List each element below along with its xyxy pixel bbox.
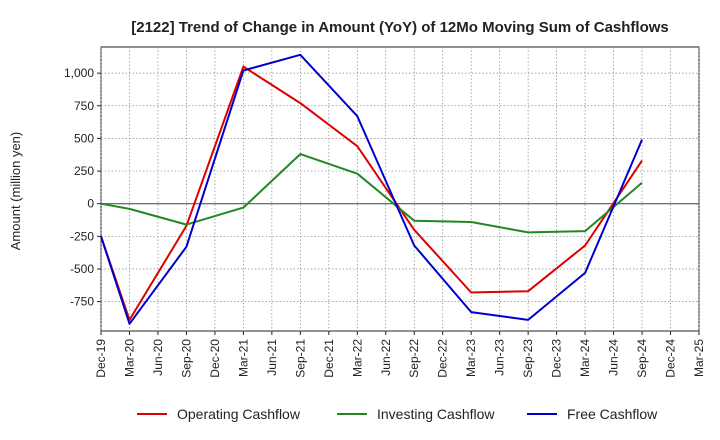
y-tick-label: 500 — [74, 131, 94, 145]
x-tick-label: Sep-22 — [407, 339, 421, 378]
x-tick-label: Mar-22 — [350, 339, 364, 377]
x-tick-label: Dec-22 — [436, 339, 450, 378]
y-tick-label: 1,000 — [64, 66, 94, 80]
y-tick-label: 250 — [74, 164, 94, 178]
x-tick-label: Sep-23 — [521, 339, 535, 378]
x-tick-label: Dec-24 — [664, 339, 678, 378]
x-tick-label: Mar-25 — [692, 339, 706, 377]
x-tick-label: Jun-22 — [379, 339, 393, 376]
x-tick-label: Mar-21 — [236, 339, 250, 377]
chart: [2122] Trend of Change in Amount (YoY) o… — [0, 0, 720, 440]
x-tick-label: Mar-24 — [578, 339, 592, 377]
x-tick-label: Dec-19 — [94, 339, 108, 378]
x-tick-label: Dec-21 — [322, 339, 336, 378]
legend-label-free-cashflow: Free Cashflow — [567, 406, 658, 422]
y-axis-label: Amount (million yen) — [8, 132, 23, 251]
y-tick-label: 750 — [74, 99, 94, 113]
y-tick-label: -750 — [70, 295, 94, 309]
legend: Operating Cashflow Investing Cashflow Free… — [137, 406, 658, 422]
x-tick-label: Jun-20 — [151, 339, 165, 376]
x-tick-label: Sep-24 — [635, 339, 649, 378]
y-axis: -750 -500 -250 0 250 500 750 1,000 — [64, 66, 101, 309]
x-tick-label: Sep-21 — [293, 339, 307, 378]
x-tick-label: Mar-20 — [122, 339, 136, 377]
legend-label-operating-cashflow: Operating Cashflow — [177, 406, 301, 422]
x-tick-label: Sep-20 — [179, 339, 193, 378]
x-tick-label: Dec-23 — [550, 339, 564, 378]
x-tick-label: Jun-23 — [493, 339, 507, 376]
y-tick-label: 0 — [87, 197, 94, 211]
x-axis: Dec-19 Mar-20 Jun-20 Sep-20 Dec-20 Mar-21 Jun-… — [94, 331, 706, 378]
legend-label-investing-cashflow: Investing Cashflow — [377, 406, 495, 422]
chart-title: [2122] Trend of Change in Amount (YoY) o… — [131, 19, 669, 36]
x-tick-label: Mar-23 — [464, 339, 478, 377]
x-tick-label: Jun-24 — [607, 339, 621, 376]
x-tick-label: Dec-20 — [208, 339, 222, 378]
y-tick-label: -500 — [70, 262, 94, 276]
x-tick-label: Jun-21 — [265, 339, 279, 376]
plot-area — [101, 47, 699, 331]
y-tick-label: -250 — [70, 229, 94, 243]
